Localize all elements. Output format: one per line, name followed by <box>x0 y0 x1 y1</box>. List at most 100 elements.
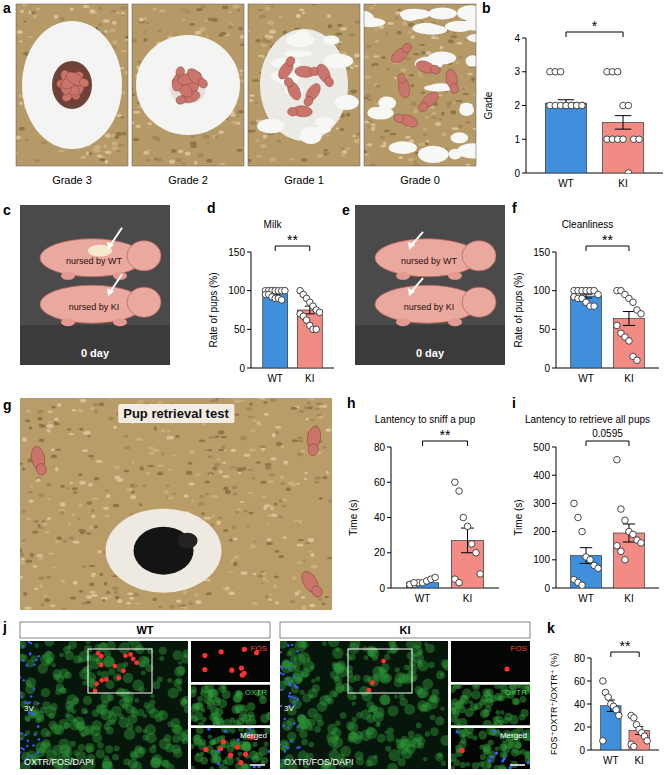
oxtr-signal <box>25 684 35 694</box>
y-tick <box>387 588 391 589</box>
bedding <box>79 157 83 159</box>
bedding <box>370 124 375 126</box>
bedding <box>83 432 88 434</box>
oxtr-signal <box>173 679 181 687</box>
bedding <box>383 142 386 146</box>
bedding <box>194 161 197 165</box>
y-tick <box>522 173 526 174</box>
panel-letter: f <box>512 200 517 216</box>
bedding <box>354 53 360 57</box>
bedding <box>374 28 378 30</box>
bedding <box>278 516 283 519</box>
nest-photo <box>16 4 128 166</box>
bedding <box>364 153 369 156</box>
cotton <box>313 126 331 133</box>
bedding <box>366 94 372 98</box>
bedding <box>112 586 119 590</box>
bedding <box>260 480 266 483</box>
bedding <box>281 445 285 448</box>
bedding <box>29 485 33 487</box>
bedding <box>31 11 36 14</box>
bedding <box>364 150 367 154</box>
x-tick-label: KI <box>305 373 314 384</box>
bedding <box>91 594 97 597</box>
bedding <box>413 160 417 162</box>
oxtr-signal <box>114 745 120 751</box>
bedding <box>236 149 242 152</box>
y-tick <box>552 588 556 589</box>
oxtr-signal <box>34 643 39 648</box>
oxtr-signal <box>67 645 71 649</box>
bedding <box>121 15 125 17</box>
bedding <box>300 449 304 453</box>
bedding <box>263 413 269 416</box>
bedding <box>94 150 100 152</box>
bedding <box>30 553 34 557</box>
bedding <box>259 398 266 399</box>
oxtr-signal <box>70 741 76 747</box>
bedding <box>260 570 264 573</box>
bedding <box>105 514 111 517</box>
oxtr-signal <box>153 681 161 689</box>
data-point <box>473 549 480 556</box>
oxtr-signal <box>137 709 144 716</box>
dapi-signal <box>22 659 24 661</box>
oxtr-signal <box>134 698 139 703</box>
arrow <box>110 228 122 246</box>
x-tick-label: KI <box>624 593 633 604</box>
data-point <box>618 548 625 555</box>
y-tick <box>387 517 391 518</box>
bedding <box>173 492 176 495</box>
bedding <box>69 482 73 484</box>
cotton <box>428 8 457 20</box>
bedding <box>212 134 218 138</box>
bedding <box>73 491 77 493</box>
pup <box>415 89 441 113</box>
data-point <box>626 338 633 345</box>
bedding <box>234 555 239 559</box>
bedding <box>68 522 71 525</box>
oxtr-signal <box>59 687 65 693</box>
bedding <box>190 135 195 138</box>
bedding <box>295 591 299 595</box>
bedding <box>146 472 150 476</box>
bedding <box>408 31 412 34</box>
bedding <box>129 597 134 600</box>
dapi-signal <box>37 751 39 753</box>
bedding <box>214 463 220 466</box>
bedding <box>387 22 393 25</box>
y-tick <box>552 329 556 330</box>
bedding <box>290 600 295 603</box>
dapi-signal <box>26 664 28 666</box>
bedding <box>39 424 45 428</box>
bedding <box>301 158 308 161</box>
y-tick-label: 4 <box>514 33 520 44</box>
nest-photo <box>364 4 476 166</box>
bedding <box>34 520 38 522</box>
bedding <box>52 406 56 409</box>
cotton <box>285 50 312 57</box>
dapi-signal <box>28 641 30 643</box>
bedding <box>404 58 411 60</box>
bedding <box>269 473 275 476</box>
bedding <box>68 433 74 435</box>
bedding <box>196 8 203 11</box>
oxtr-signal <box>95 644 102 651</box>
dapi-signal <box>37 702 39 704</box>
bedding <box>148 465 155 467</box>
bedding <box>267 21 274 25</box>
dapi-signal <box>26 745 28 747</box>
bedding <box>244 454 250 457</box>
bedding <box>340 27 347 31</box>
bedding <box>254 541 257 543</box>
bedding <box>71 409 76 411</box>
oxtr-signal <box>34 731 39 736</box>
bedding <box>111 141 118 145</box>
bedding <box>110 10 116 13</box>
bedding <box>322 446 327 449</box>
oxtr-signal <box>146 733 157 744</box>
bedding <box>114 465 120 468</box>
bedding <box>310 553 314 557</box>
y-tick <box>552 368 556 369</box>
bedding <box>321 405 327 408</box>
